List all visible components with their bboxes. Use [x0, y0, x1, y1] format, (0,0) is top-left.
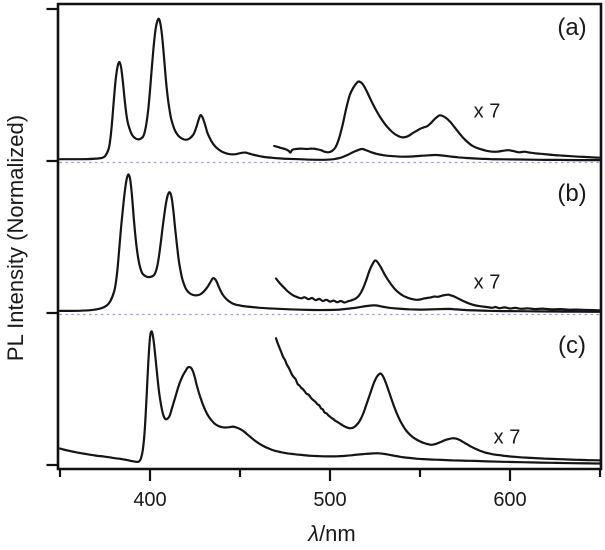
trace-b-main — [58, 173, 602, 313]
lambda-symbol: λ — [308, 521, 320, 546]
magnification-label-c: x 7 — [493, 426, 521, 449]
panel-label-a: (a) — [557, 14, 587, 41]
x-axis-unit: /nm — [319, 521, 356, 546]
panel-label-c: (c) — [558, 332, 586, 359]
magnification-label-a: x 7 — [473, 100, 501, 123]
trace-c-magnified-x7 — [274, 337, 602, 462]
trace-a-main — [58, 17, 602, 162]
x-tick-label-400: 400 — [133, 489, 167, 511]
y-axis-label: PL Intensity (Normalized) — [3, 114, 28, 362]
x-axis-label: λ/nm — [308, 521, 356, 547]
plot-frame — [56, 2, 603, 471]
x-tick-label-600: 600 — [493, 489, 527, 511]
x-tick-label-500: 500 — [313, 489, 347, 511]
trace-a-magnified-x7 — [273, 80, 602, 159]
magnification-label-b: x 7 — [473, 271, 501, 294]
panel-label-b: (b) — [557, 180, 587, 207]
trace-c-main — [58, 330, 602, 465]
trace-b-magnified-x7 — [274, 259, 602, 312]
